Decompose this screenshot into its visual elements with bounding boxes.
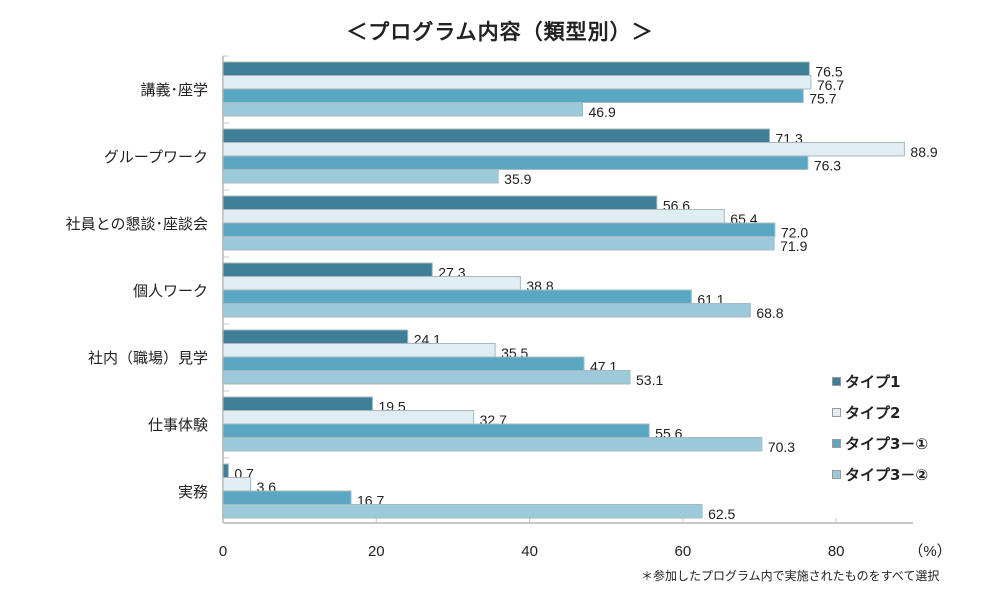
data-label: 71.9 bbox=[780, 238, 807, 254]
bar bbox=[222, 477, 252, 492]
bar bbox=[222, 75, 812, 90]
x-tick-label: 40 bbox=[521, 543, 538, 560]
bar bbox=[222, 504, 703, 519]
data-label: 75.7 bbox=[809, 91, 836, 107]
legend-label: タイプ2 bbox=[845, 404, 901, 422]
data-label: 72.0 bbox=[781, 225, 808, 241]
category-label: グループワーク bbox=[104, 148, 208, 166]
chart-title: ＜プログラム内容（類型別）＞ bbox=[346, 20, 654, 44]
bar bbox=[222, 410, 475, 425]
bar bbox=[222, 236, 775, 251]
bar bbox=[222, 303, 751, 318]
legend-item: タイプ3－① bbox=[832, 428, 928, 459]
data-label: 62.5 bbox=[708, 506, 735, 522]
legend-item: タイプ2 bbox=[832, 397, 928, 428]
bar bbox=[222, 276, 521, 291]
legend-label: タイプ3－① bbox=[845, 435, 929, 453]
bar bbox=[222, 262, 433, 277]
bar bbox=[222, 222, 776, 237]
bar bbox=[222, 61, 810, 76]
data-label: 76.7 bbox=[817, 77, 844, 93]
category-label: 社員との懇談･座談会 bbox=[66, 215, 208, 233]
bar bbox=[222, 423, 650, 438]
x-tick-label: 0 bbox=[219, 543, 227, 560]
bar bbox=[222, 128, 771, 143]
bar bbox=[222, 142, 905, 157]
bar bbox=[222, 370, 631, 385]
legend-label: タイプ3－② bbox=[845, 466, 929, 484]
category-label: 講義･座学 bbox=[140, 81, 208, 99]
x-tick-label: 60 bbox=[675, 543, 692, 560]
category-label: 実務 bbox=[178, 483, 208, 501]
x-tick-label: 20 bbox=[368, 543, 385, 560]
category-label: 個人ワーク bbox=[133, 282, 208, 300]
legend-swatch bbox=[832, 439, 841, 448]
legend-swatch bbox=[832, 377, 841, 386]
data-label: 68.8 bbox=[756, 305, 783, 321]
bar bbox=[222, 437, 763, 452]
category-label: 社内（職場）見学 bbox=[88, 349, 208, 367]
bar bbox=[222, 155, 809, 170]
data-label: 35.9 bbox=[504, 171, 531, 187]
bar bbox=[222, 102, 583, 117]
bar bbox=[222, 329, 409, 344]
bar bbox=[222, 88, 804, 103]
bar bbox=[222, 490, 352, 505]
footnote: ＊参加したプログラム内で実施されたものをすべて選択 bbox=[641, 569, 940, 583]
bar bbox=[222, 169, 499, 184]
legend-item: タイプ3－② bbox=[832, 459, 928, 490]
x-tick-label: 80 bbox=[828, 543, 845, 560]
data-label: 76.5 bbox=[815, 64, 842, 80]
data-label: 76.3 bbox=[814, 158, 841, 174]
bar bbox=[222, 356, 585, 371]
bar bbox=[222, 396, 373, 411]
data-label: 46.9 bbox=[588, 104, 615, 120]
legend-swatch bbox=[832, 408, 841, 417]
x-unit-label: （%） bbox=[908, 543, 951, 560]
data-label: 53.1 bbox=[636, 372, 663, 388]
bar bbox=[222, 463, 229, 478]
legend-label: タイプ1 bbox=[845, 373, 901, 391]
legend-swatch bbox=[832, 470, 841, 479]
bar bbox=[222, 289, 692, 304]
bar bbox=[222, 343, 496, 358]
bar bbox=[222, 209, 725, 224]
bar bbox=[222, 195, 658, 210]
legend-item: タイプ1 bbox=[832, 366, 928, 397]
legend: タイプ1 タイプ2 タイプ3－① タイプ3－② bbox=[832, 366, 928, 490]
category-label: 仕事体験 bbox=[148, 416, 208, 434]
data-label: 88.9 bbox=[910, 144, 937, 160]
data-label: 70.3 bbox=[768, 439, 795, 455]
